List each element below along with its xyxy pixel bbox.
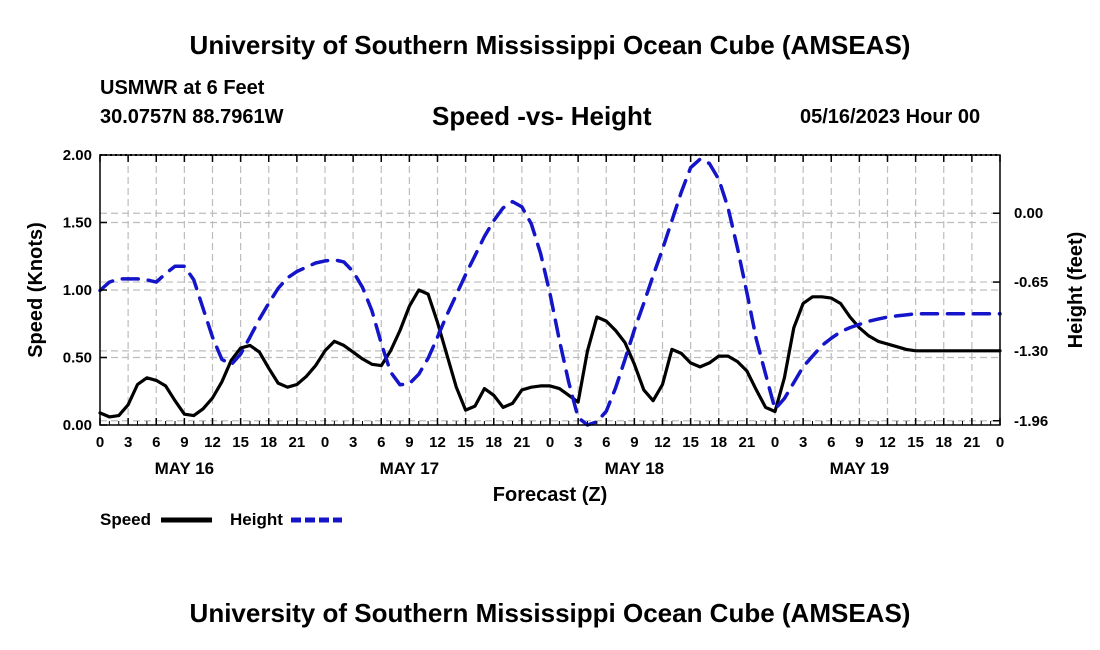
legend: Speed Height	[100, 510, 342, 529]
y2-tick-label: -1.30	[1014, 343, 1048, 360]
x-day-label: MAY 17	[380, 459, 440, 478]
x-tick-label: 6	[602, 434, 610, 451]
y-tick-label: 0.00	[63, 417, 92, 434]
x-tick-label: 15	[457, 434, 474, 451]
x-tick-label: 18	[260, 434, 277, 451]
legend-height-label: Height	[230, 510, 283, 529]
series-layer	[98, 157, 1002, 427]
x-tick-label: 18	[710, 434, 727, 451]
station-label: USMWR at 6 Feet	[100, 77, 265, 99]
x-tick-label: 12	[879, 434, 896, 451]
x-tick-label: 6	[152, 434, 160, 451]
x-tick-label: 3	[799, 434, 807, 451]
y-tick-label: 1.50	[63, 215, 92, 232]
x-day-label: MAY 19	[830, 459, 890, 478]
x-tick-label: 15	[232, 434, 249, 451]
x-tick-label: 9	[405, 434, 413, 451]
y-tick-label: 2.00	[63, 147, 92, 164]
x-tick-label: 15	[682, 434, 699, 451]
x-tick-label: 6	[377, 434, 385, 451]
station-coordinates: 30.0757N 88.7961W	[100, 106, 284, 128]
chart-subtitle: Speed -vs- Height	[432, 101, 652, 131]
y-axis-label: Speed (Knots)	[25, 222, 47, 358]
x-tick-label: 18	[485, 434, 502, 451]
x-tick-label: 0	[996, 434, 1004, 451]
x-tick-label: 9	[855, 434, 863, 451]
y2-tick-label: -1.96	[1014, 413, 1048, 430]
x-tick-label: 3	[124, 434, 132, 451]
x-day-label: MAY 18	[605, 459, 665, 478]
chart-title: University of Southern Mississippi Ocean…	[189, 30, 911, 60]
x-tick-label: 0	[546, 434, 554, 451]
footer-title: University of Southern Mississippi Ocean…	[189, 598, 911, 628]
x-tick-label: 9	[630, 434, 638, 451]
forecast-datetime: 05/16/2023 Hour 00	[800, 106, 981, 128]
x-tick-label: 12	[654, 434, 671, 451]
x-tick-label: 18	[935, 434, 952, 451]
y2-axis-label: Height (feet)	[1065, 232, 1087, 349]
gridlines	[100, 155, 1000, 425]
x-tick-label: 0	[771, 434, 779, 451]
axes-layer: 0 3 6 9 12 15 18 21 0 3 6 9 12 15 18 21 0 3 6 9 12 15 18 21 0 3 6 9…	[63, 147, 1048, 478]
y-tick-label: 1.00	[63, 282, 92, 299]
x-tick-label: 12	[204, 434, 221, 451]
x-day-label: MAY 16	[155, 459, 215, 478]
x-axis-label: Forecast (Z)	[493, 484, 607, 506]
x-tick-label: 3	[349, 434, 357, 451]
x-tick-label: 0	[321, 434, 329, 451]
x-tick-label: 21	[739, 434, 756, 451]
x-tick-label: 3	[574, 434, 582, 451]
x-tick-label: 21	[964, 434, 981, 451]
x-tick-label: 9	[180, 434, 188, 451]
y-tick-label: 0.50	[63, 350, 92, 367]
speed-series-line	[98, 288, 1002, 419]
x-tick-label: 21	[289, 434, 306, 451]
y2-tick-label: -0.65	[1014, 274, 1048, 291]
x-tick-label: 6	[827, 434, 835, 451]
x-tick-label: 15	[907, 434, 924, 451]
x-tick-label: 0	[96, 434, 104, 451]
x-tick-label: 12	[429, 434, 446, 451]
x-tick-label: 21	[514, 434, 531, 451]
y2-tick-label: 0.00	[1014, 205, 1043, 222]
height-series-line	[98, 157, 1002, 427]
legend-speed-label: Speed	[100, 510, 151, 529]
